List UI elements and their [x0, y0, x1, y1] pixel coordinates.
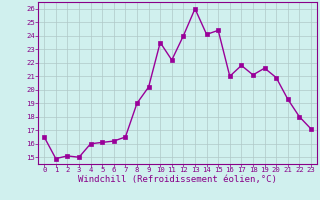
X-axis label: Windchill (Refroidissement éolien,°C): Windchill (Refroidissement éolien,°C) — [78, 175, 277, 184]
